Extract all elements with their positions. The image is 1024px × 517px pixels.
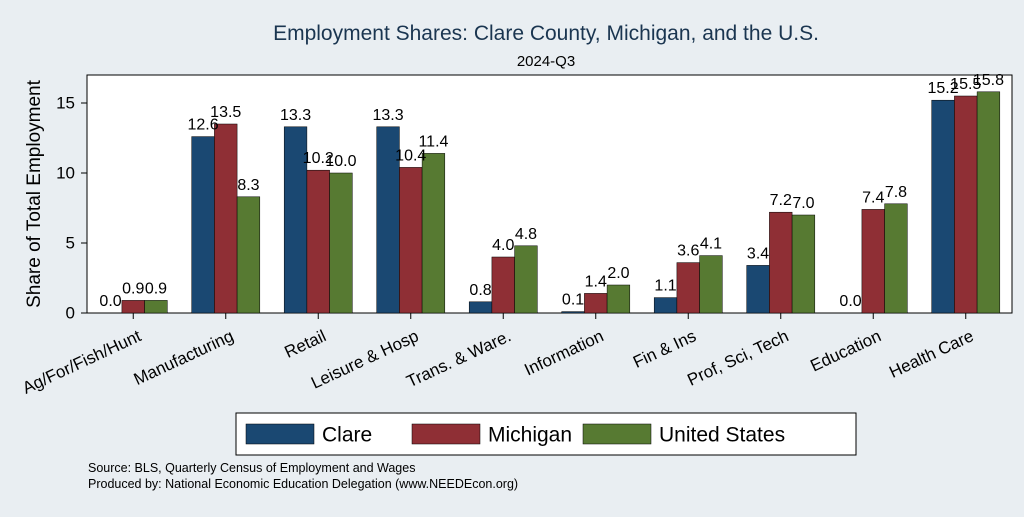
data-label: 3.6 — [677, 243, 699, 260]
data-label: 10.2 — [303, 150, 334, 167]
source-note: Source: BLS, Quarterly Census of Employm… — [88, 461, 416, 475]
bar-clare — [746, 265, 770, 314]
chart-title: Employment Shares: Clare County, Michiga… — [273, 22, 819, 45]
chart-subtitle: 2024-Q3 — [517, 53, 575, 70]
bar-united-states — [144, 300, 168, 314]
data-label: 15.2 — [927, 80, 958, 97]
legend-swatch-clare — [245, 423, 315, 445]
bar-michigan — [399, 167, 423, 314]
y-axis-label: Share of Total Employment — [24, 79, 45, 307]
bar-michigan — [584, 293, 608, 314]
x-tick-label: Information — [521, 326, 606, 379]
data-label: 4.0 — [492, 237, 514, 254]
data-label: 7.8 — [885, 184, 907, 201]
y-tick-label: 15 — [56, 94, 75, 113]
legend-label: Michigan — [488, 424, 572, 447]
data-label: 2.0 — [607, 265, 629, 282]
bar-michigan — [306, 169, 330, 314]
data-label: 8.3 — [237, 177, 259, 194]
data-label: 7.4 — [862, 189, 884, 206]
x-tick-label: Manufacturing — [131, 326, 237, 389]
x-tick-label: Trans. & Ware. — [404, 326, 514, 391]
bar-michigan — [676, 262, 700, 314]
bar-michigan — [491, 256, 515, 314]
bar-clare — [653, 297, 678, 314]
data-label: 0.9 — [122, 280, 144, 297]
bar-united-states — [791, 214, 816, 314]
data-label: 1.4 — [585, 273, 607, 290]
data-label: 3.4 — [747, 245, 769, 262]
bar-united-states — [236, 196, 261, 314]
bar-clare — [191, 136, 215, 314]
data-label: 13.3 — [372, 107, 403, 124]
data-label: 0.0 — [99, 293, 121, 310]
legend-box — [235, 412, 857, 456]
data-label: 0.8 — [469, 282, 491, 299]
data-label: 7.2 — [770, 192, 792, 209]
bar-michigan — [861, 209, 885, 314]
legend-swatch-united-states — [582, 423, 652, 445]
x-tick-label: Retail — [282, 326, 329, 362]
data-label: 0.0 — [839, 293, 861, 310]
bar-united-states — [884, 203, 908, 314]
data-label: 11.4 — [418, 133, 448, 150]
y-tick-label: 5 — [66, 234, 75, 253]
data-label: 4.1 — [700, 236, 722, 253]
y-tick-label: 0 — [66, 304, 75, 323]
data-label: 13.3 — [280, 107, 311, 124]
bar-clare — [561, 311, 585, 314]
bar-michigan — [214, 123, 238, 314]
bar-united-states — [514, 245, 538, 314]
legend-label: Clare — [322, 424, 372, 447]
bar-united-states — [606, 284, 631, 314]
data-label: 1.1 — [654, 278, 676, 295]
data-label: 0.1 — [562, 292, 584, 309]
data-label: 7.0 — [792, 195, 814, 212]
data-label: 10.0 — [325, 153, 356, 170]
x-tick-label: Fin & Ins — [630, 326, 699, 372]
produced-by-note: Produced by: National Economic Education… — [88, 477, 519, 491]
bar-united-states — [421, 153, 446, 314]
bar-united-states — [699, 255, 723, 314]
data-label: 12.6 — [187, 117, 218, 134]
legend: Clare Michigan United States — [235, 412, 857, 456]
data-label: 0.9 — [145, 280, 167, 297]
bar-michigan — [954, 95, 978, 314]
data-label: 13.5 — [210, 104, 241, 121]
bar-clare — [468, 301, 493, 314]
x-tick-label: Education — [807, 326, 884, 375]
y-tick-label: 10 — [56, 164, 75, 183]
bar-michigan — [769, 211, 793, 314]
legend-label: United States — [659, 424, 785, 447]
bar-united-states — [976, 91, 1001, 314]
bar-michigan — [121, 300, 145, 314]
x-tick-label: Ag/For/Fish/Hunt — [20, 326, 145, 398]
data-label: 10.4 — [395, 147, 426, 164]
x-tick-label: Prof, Sci, Tech — [684, 326, 791, 389]
legend-swatch-michigan — [411, 423, 481, 445]
x-tick-label: Health Care — [886, 326, 976, 382]
data-label: 15.5 — [950, 76, 981, 93]
bar-united-states — [329, 172, 353, 314]
data-label: 4.8 — [515, 226, 537, 243]
bar-clare — [931, 99, 955, 314]
data-label: 15.8 — [973, 72, 1004, 89]
